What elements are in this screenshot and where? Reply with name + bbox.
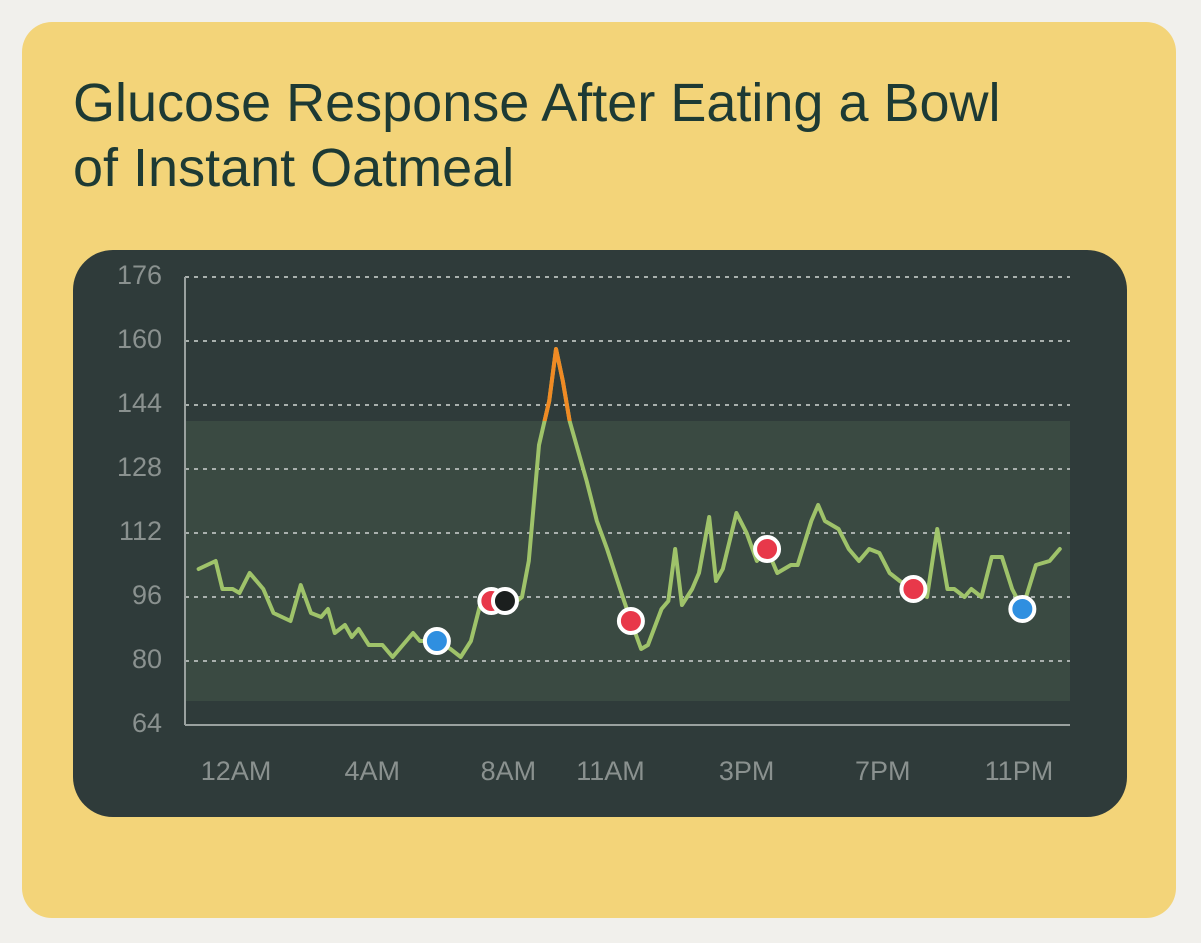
- event-marker: [753, 535, 782, 563]
- event-marker: [899, 575, 928, 603]
- x-tick-label: 12AM: [201, 756, 272, 786]
- y-tick-label: 64: [132, 708, 162, 738]
- y-tick-label: 176: [117, 260, 162, 290]
- event-marker: [490, 587, 519, 615]
- y-tick-label: 144: [117, 388, 162, 418]
- y-tick-label: 80: [132, 644, 162, 674]
- event-marker: [422, 627, 451, 655]
- target-range: [185, 421, 1070, 701]
- event-marker: [616, 607, 645, 635]
- y-tick-label: 128: [117, 452, 162, 482]
- x-tick-label: 11PM: [985, 756, 1054, 786]
- y-tick-label: 160: [117, 324, 162, 354]
- x-tick-label: 7PM: [855, 756, 911, 786]
- y-tick-label: 112: [119, 516, 162, 546]
- y-tick-label: 96: [132, 580, 162, 610]
- x-tick-label: 3PM: [719, 756, 775, 786]
- x-tick-label: 8AM: [481, 756, 537, 786]
- x-tick-label: 4AM: [344, 756, 400, 786]
- event-marker: [1008, 595, 1037, 623]
- x-tick-label: 11AM: [576, 756, 645, 786]
- chart-title: Glucose Response After Eating a Bowl of …: [73, 73, 1001, 198]
